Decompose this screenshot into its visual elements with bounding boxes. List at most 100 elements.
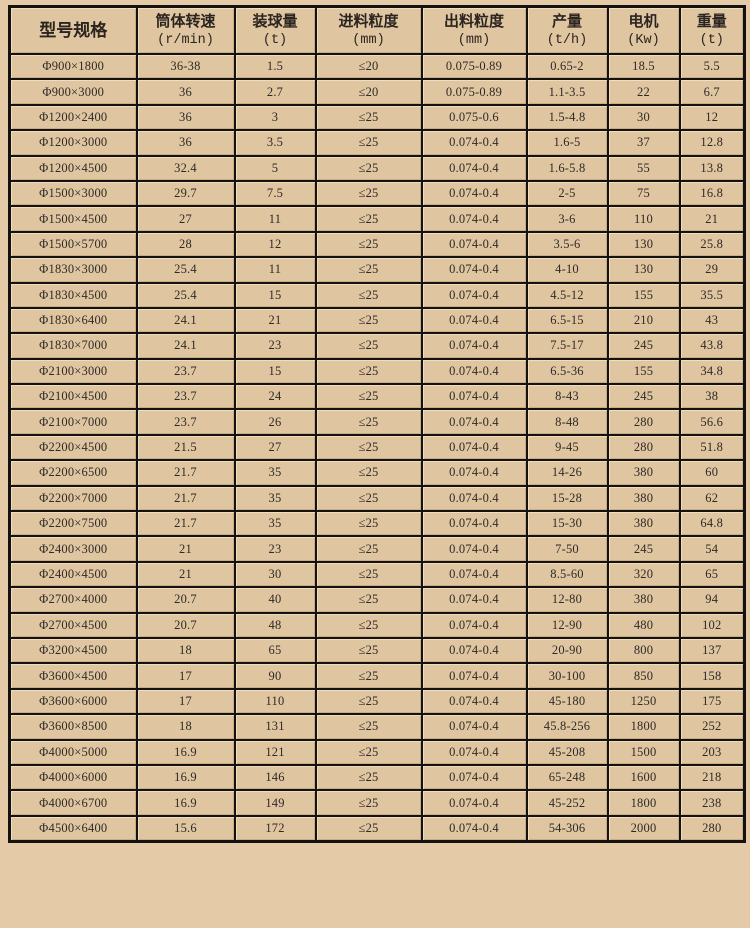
cell-discharge-size: 0.074-0.4 [420,129,528,157]
cell-feed-size: ≤25 [314,713,423,741]
cell-discharge-size: 0.074-0.4 [420,484,528,513]
header-label: 进料粒度 [338,11,399,30]
cell-discharge-size: 0.074-0.4 [420,179,528,208]
cell-discharge-size: 0.074-0.4 [420,662,528,690]
table-row: Φ1200×3000 36 3.5 ≤25 0.074-0.4 1.6-5 37 12.8 [8,129,746,157]
cell-motor-power: 245 [606,332,681,360]
cell-capacity: 8-48 [525,408,609,436]
cell-ball-load: 3.5 [233,129,317,157]
cell-model: Φ2100×4500 [8,383,138,411]
cell-motor-power: 280 [606,408,681,436]
cell-ball-load: 1.5 [233,52,317,81]
cell-ball-load: 30 [233,560,317,589]
cell-drum-speed: 24.1 [135,332,236,360]
table-row: Φ4500×6400 15.6 172 ≤25 0.074-0.4 54-306 2000 2… [8,814,746,843]
cell-feed-size: ≤25 [314,687,423,716]
header-label: 出料粒度 [443,11,504,30]
table-row: Φ900×1800 36-38 1.5 ≤20 0.075-0.89 0.65-2 18.5… [8,52,746,81]
table-row: Φ2200×4500 21.5 27 ≤25 0.074-0.4 9-45 280 51.8 [8,433,746,462]
cell-capacity: 54-306 [525,814,609,843]
cell-model: Φ1830×6400 [8,306,138,335]
cell-drum-speed: 21.7 [135,484,236,513]
cell-ball-load: 110 [233,687,317,716]
cell-weight: 21 [678,205,746,233]
cell-discharge-size: 0.074-0.4 [420,814,528,843]
table-row: Φ2400×4500 21 30 ≤25 0.074-0.4 8.5-60 320 65 [8,560,746,589]
cell-ball-load: 3 [233,103,317,132]
table-row: Φ2100×4500 23.7 24 ≤25 0.074-0.4 8-43 245 38 [8,383,746,411]
cell-motor-power: 380 [606,484,681,513]
cell-motor-power: 245 [606,383,681,411]
cell-weight: 12.8 [678,129,746,157]
table-row: Φ2700×4000 20.7 40 ≤25 0.074-0.4 12-80 380 94 [8,586,746,614]
cell-capacity: 4-10 [525,256,609,284]
header-label: 重量 [696,11,727,30]
cell-model: Φ1830×3000 [8,256,138,284]
cell-drum-speed: 27 [135,205,236,233]
header-label: 装球量 [252,11,298,30]
cell-ball-load: 12 [233,230,317,259]
cell-feed-size: ≤25 [314,814,423,843]
cell-discharge-size: 0.075-0.89 [420,78,528,106]
cell-capacity: 45-180 [525,687,609,716]
cell-model: Φ2400×3000 [8,535,138,563]
cell-model: Φ1200×4500 [8,154,138,182]
table-row: Φ3600×6000 17 110 ≤25 0.074-0.4 45-180 1250 175 [8,687,746,716]
cell-feed-size: ≤25 [314,306,423,335]
cell-model: Φ3600×6000 [8,687,138,716]
cell-ball-load: 35 [233,510,317,538]
cell-weight: 102 [678,611,746,639]
header-label: 电机 [628,11,659,30]
cell-motor-power: 380 [606,510,681,538]
cell-motor-power: 380 [606,586,681,614]
table-row: Φ1200×4500 32.4 5 ≤25 0.074-0.4 1.6-5.8 55 13.8 [8,154,746,182]
cell-discharge-size: 0.074-0.4 [420,230,528,259]
table-body: Φ900×1800 36-38 1.5 ≤20 0.075-0.89 0.65-2 18.5… [8,52,746,843]
cell-drum-speed: 21 [135,535,236,563]
cell-feed-size: ≤25 [314,763,423,792]
cell-discharge-size: 0.074-0.4 [420,763,528,792]
cell-motor-power: 380 [606,459,681,487]
cell-model: Φ2700×4500 [8,611,138,639]
table-row: Φ2100×7000 23.7 26 ≤25 0.074-0.4 8-48 280 56.6 [8,408,746,436]
cell-drum-speed: 25.4 [135,281,236,309]
table-row: Φ900×3000 36 2.7 ≤20 0.075-0.89 1.1-3.5 22 6.7 [8,78,746,106]
header-unit: (t) [699,32,724,48]
cell-drum-speed: 28 [135,230,236,259]
cell-ball-load: 2.7 [233,78,317,106]
table-row: Φ1830×3000 25.4 11 ≤25 0.074-0.4 4-10 130 29 [8,256,746,284]
cell-capacity: 3-6 [525,205,609,233]
cell-motor-power: 75 [606,179,681,208]
cell-weight: 60 [678,459,746,487]
cell-motor-power: 1250 [606,687,681,716]
table-row: Φ1500×4500 27 11 ≤25 0.074-0.4 3-6 110 21 [8,205,746,233]
cell-discharge-size: 0.074-0.4 [420,383,528,411]
cell-capacity: 12-80 [525,586,609,614]
column-header-weight: 重量 (t) [678,5,746,55]
cell-motor-power: 30 [606,103,681,132]
cell-discharge-size: 0.074-0.4 [420,332,528,360]
cell-capacity: 2-5 [525,179,609,208]
column-header-feed-size: 进料粒度 (mm) [314,5,423,55]
cell-ball-load: 11 [233,256,317,284]
table-row: Φ1830×6400 24.1 21 ≤25 0.074-0.4 6.5-15 210 43 [8,306,746,335]
table-row: Φ3600×4500 17 90 ≤25 0.074-0.4 30-100 850 158 [8,662,746,690]
table-row: Φ1830×4500 25.4 15 ≤25 0.074-0.4 4.5-12 155 35.… [8,281,746,309]
cell-feed-size: ≤25 [314,256,423,284]
cell-motor-power: 37 [606,129,681,157]
cell-drum-speed: 32.4 [135,154,236,182]
cell-capacity: 3.5-6 [525,230,609,259]
cell-model: Φ3600×4500 [8,662,138,690]
header-row: 型号规格 筒体转速 (r/min) 装球量 (t) 进料粒度 (mm) 出料粒度 (mm) 产量 (… [8,5,746,55]
cell-feed-size: ≤25 [314,433,423,462]
table-header: 型号规格 筒体转速 (r/min) 装球量 (t) 进料粒度 (mm) 出料粒度 (mm) 产量 (… [8,5,746,55]
cell-discharge-size: 0.074-0.4 [420,789,528,817]
cell-weight: 43 [678,306,746,335]
cell-drum-speed: 24.1 [135,306,236,335]
cell-discharge-size: 0.074-0.4 [420,154,528,182]
header-unit: (mm) [352,32,385,48]
cell-feed-size: ≤25 [314,129,423,157]
cell-feed-size: ≤20 [314,52,423,81]
cell-drum-speed: 21.7 [135,510,236,538]
cell-motor-power: 280 [606,433,681,462]
